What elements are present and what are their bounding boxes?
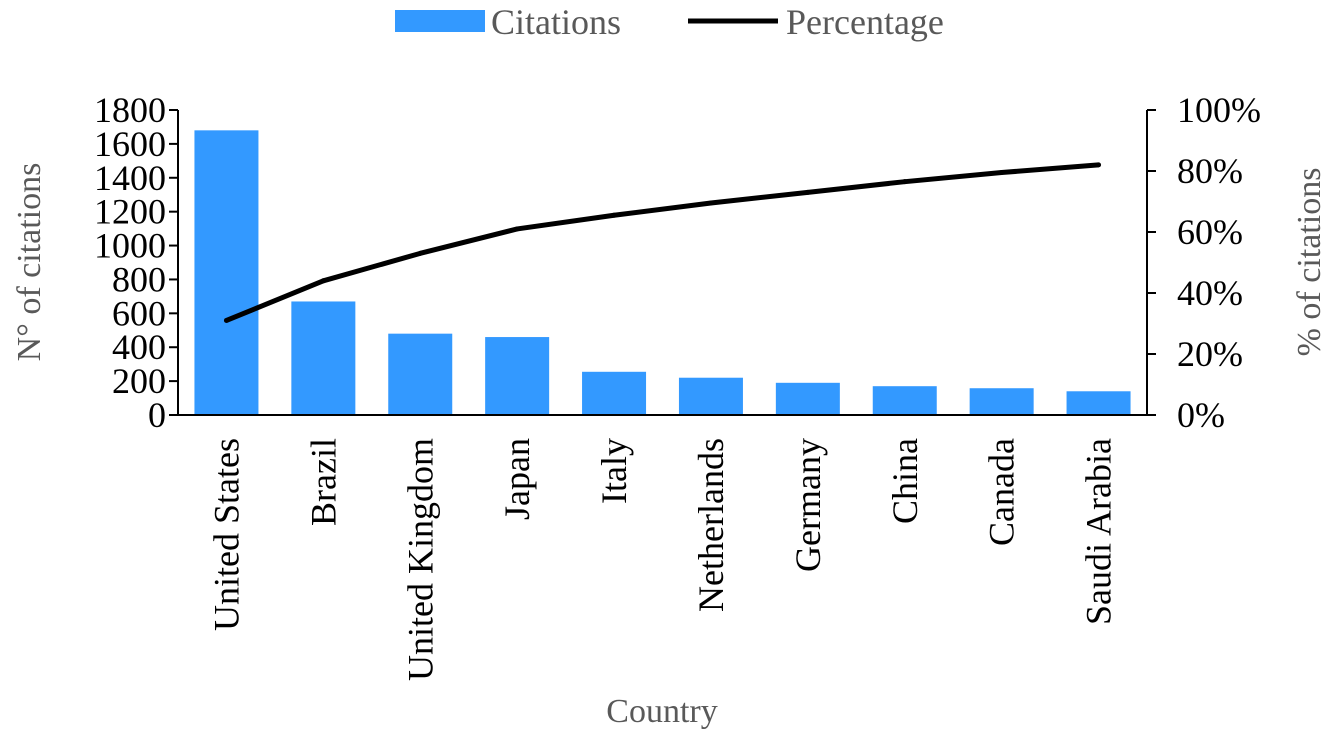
bar-2 [388,333,453,415]
y2-tick-label-0: 0% [1177,395,1225,435]
x-axis-title: Country [606,693,717,730]
bar-1 [291,301,356,415]
percentage-point-2 [417,250,423,256]
percentage-point-9 [1096,162,1102,168]
y-tick-label-8: 1600 [94,124,166,164]
percentage-point-5 [708,200,714,206]
legend-citations-swatch [395,10,485,32]
category-labels: United States Brazil United Kingdom Japan It… [206,438,1118,681]
category-label-2: United Kingdom [400,438,440,681]
y2-tick-label-1: 20% [1177,334,1243,374]
y-tick-label-2: 400 [112,327,166,367]
y2-tick-label-3: 60% [1177,212,1243,252]
y-tick-label-3: 600 [112,293,166,333]
percentage-point-1 [320,278,326,284]
category-label-8: Canada [982,438,1022,546]
y2-tick-label-4: 80% [1177,151,1243,191]
y-tick-label-6: 1200 [94,192,166,232]
line-series [223,162,1102,323]
percentage-point-0 [223,317,229,323]
category-label-9: Saudi Arabia [1079,438,1119,625]
bar-6 [775,382,840,415]
bar-8 [969,388,1034,415]
percentage-point-6 [805,189,811,195]
legend: Citations Percentage [395,2,944,42]
axes [177,110,1148,416]
category-label-3: Japan [497,438,537,520]
percentage-point-8 [999,170,1005,176]
y-tick-label-9: 1800 [94,90,166,130]
category-label-4: Italy [594,438,634,504]
y-axis-title: N° of citations [11,163,48,362]
category-label-1: Brazil [303,438,343,526]
y-tick-label-5: 1000 [94,226,166,266]
y2-tick-label-2: 40% [1177,273,1243,313]
bar-series [194,130,1131,416]
y-tick-label-4: 800 [112,259,166,299]
percentage-point-7 [902,179,908,185]
legend-citations-label: Citations [491,2,621,42]
percentage-line [225,162,1099,323]
y-tick-label-1: 200 [112,361,166,401]
y-tick-label-0: 0 [148,395,166,435]
category-label-6: Germany [788,438,828,572]
y-tick-label-7: 1400 [94,158,166,198]
bar-4 [582,371,647,415]
category-label-0: United States [206,438,246,631]
category-label-5: Netherlands [691,438,731,612]
percentage-point-4 [611,212,617,218]
category-label-7: China [885,438,925,524]
y2-tick-label-5: 100% [1177,90,1261,130]
y2-axis-title: % of citations [1291,168,1328,357]
percentage-point-3 [514,226,520,232]
bar-3 [485,337,550,415]
right-axis-ticks: 0% 20% 40% 60% 80% 100% [1147,90,1261,435]
bar-7 [872,386,937,415]
legend-percentage-label: Percentage [786,2,944,42]
bar-9 [1066,391,1131,415]
bar-5 [678,377,743,415]
bar-0 [194,130,259,416]
